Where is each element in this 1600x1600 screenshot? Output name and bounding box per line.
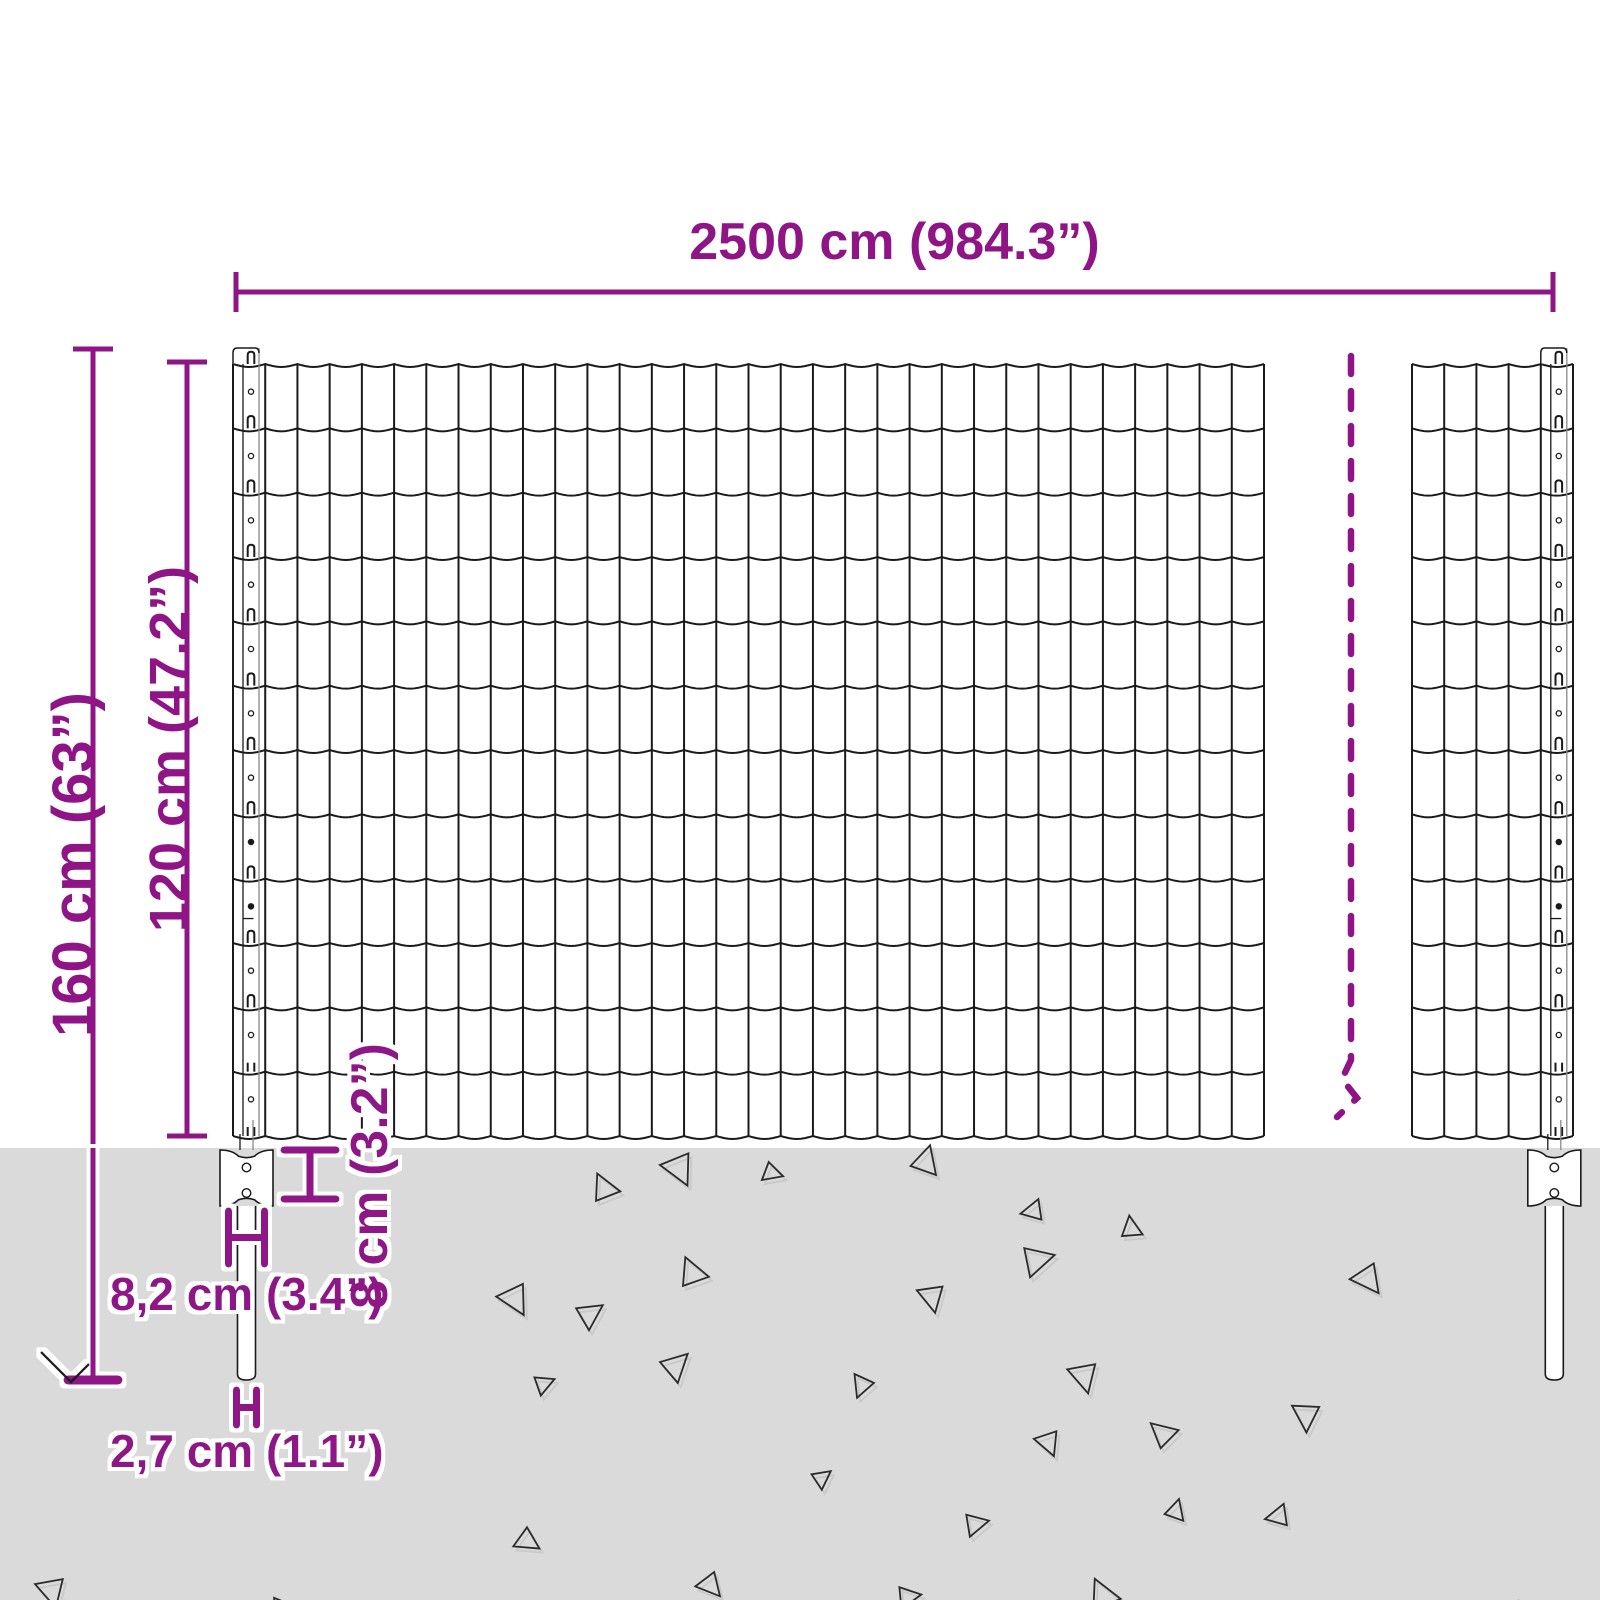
svg-text:8,2 cm (3.4”): 8,2 cm (3.4”) (110, 1268, 384, 1320)
svg-text:160 cm (63”): 160 cm (63”) (41, 692, 106, 1037)
svg-text:2,7 cm (1.1”): 2,7 cm (1.1”) (110, 1425, 384, 1477)
svg-text:2500 cm (984.3”): 2500 cm (984.3”) (689, 213, 1100, 271)
svg-text:120 cm (47.2”): 120 cm (47.2”) (139, 566, 199, 932)
